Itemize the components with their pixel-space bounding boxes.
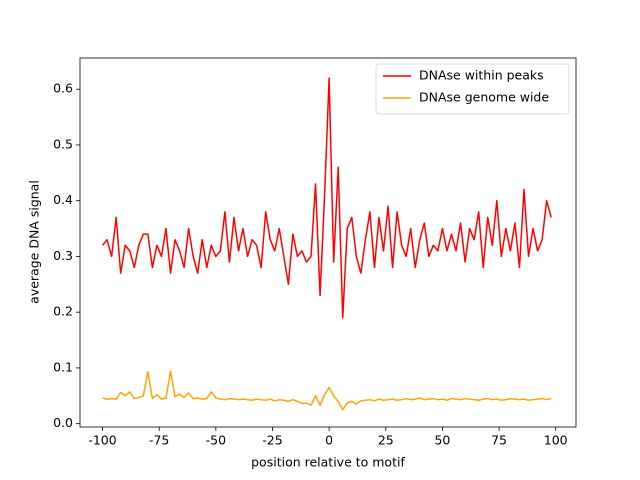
legend-label: DNAse within peaks (419, 68, 544, 83)
x-tick-label: 50 (434, 433, 450, 448)
data-line (101, 77, 552, 319)
y-tick-label: 0.1 (53, 359, 73, 374)
legend-label: DNAse genome wide (419, 90, 549, 105)
x-tick-label: 100 (544, 433, 568, 448)
legend-box (375, 63, 570, 115)
y-tick-label: 0.3 (53, 248, 73, 263)
x-tick-label: 75 (491, 433, 507, 448)
y-tick-label: 0.5 (53, 136, 73, 151)
y-tick-label: 0.4 (53, 192, 73, 207)
y-tick-label: 0.2 (53, 304, 73, 319)
x-tick-label: 0 (325, 433, 333, 448)
plot-frame (79, 57, 577, 428)
x-tick-label: 25 (378, 433, 394, 448)
x-axis-label: position relative to motif (251, 455, 405, 470)
x-tick-label: -100 (88, 433, 116, 448)
data-line (102, 370, 552, 411)
x-tick-label: -75 (149, 433, 169, 448)
y-tick-label: 0.6 (53, 81, 73, 96)
x-tick-label: -25 (262, 433, 282, 448)
y-tick-label: 0.0 (53, 415, 73, 430)
x-tick-label: -50 (206, 433, 226, 448)
y-axis-label: average DNA signal (27, 180, 42, 304)
